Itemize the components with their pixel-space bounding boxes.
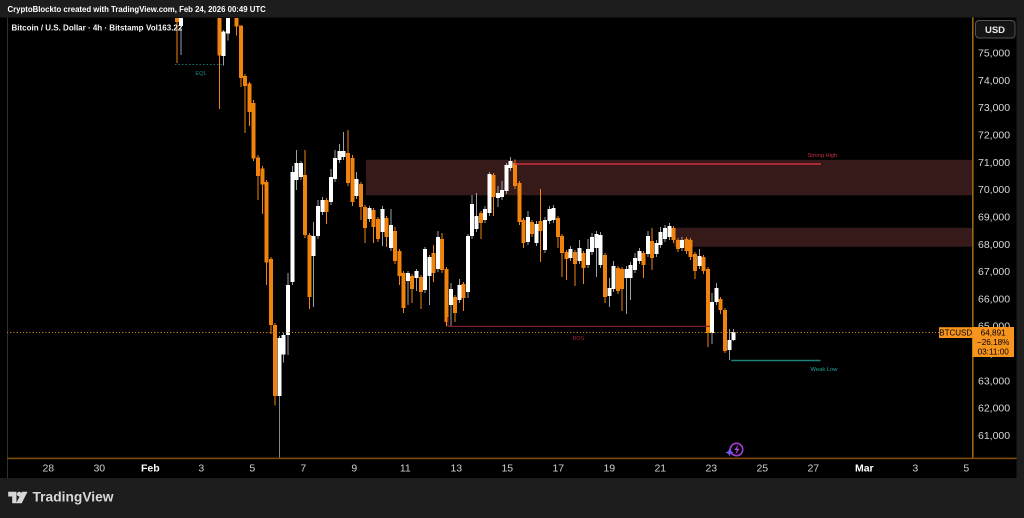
svg-text:61,000: 61,000 bbox=[978, 430, 1010, 442]
svg-text:19: 19 bbox=[603, 463, 615, 475]
svg-text:11: 11 bbox=[400, 463, 411, 475]
svg-text:69,000: 69,000 bbox=[978, 212, 1010, 224]
svg-text:TradingView: TradingView bbox=[33, 490, 114, 505]
svg-text:CryptoBlockto created with Tra: CryptoBlockto created with TradingView.c… bbox=[8, 5, 267, 14]
svg-text:67,000: 67,000 bbox=[978, 266, 1010, 278]
svg-text:Strong High: Strong High bbox=[808, 153, 838, 159]
svg-text:25: 25 bbox=[756, 463, 768, 475]
svg-text:21: 21 bbox=[654, 463, 666, 475]
svg-text:27: 27 bbox=[807, 463, 819, 475]
svg-text:71,000: 71,000 bbox=[978, 157, 1010, 169]
svg-text:64,891: 64,891 bbox=[981, 328, 1006, 337]
svg-text:03:11:00: 03:11:00 bbox=[978, 347, 1010, 356]
svg-text:13: 13 bbox=[450, 463, 462, 475]
svg-text:Bitcoin / U.S. Dollar · 4h · B: Bitcoin / U.S. Dollar · 4h · Bitstamp bbox=[12, 23, 144, 32]
svg-text:EQL: EQL bbox=[195, 71, 206, 77]
svg-text:73,000: 73,000 bbox=[978, 102, 1010, 114]
svg-text:70,000: 70,000 bbox=[978, 184, 1010, 196]
svg-text:3: 3 bbox=[198, 463, 204, 475]
svg-text:9: 9 bbox=[351, 463, 357, 475]
svg-text:−26.18%: −26.18% bbox=[977, 338, 1010, 347]
svg-text:30: 30 bbox=[93, 463, 105, 475]
svg-text:BOS: BOS bbox=[573, 336, 585, 342]
svg-text:62,000: 62,000 bbox=[978, 403, 1010, 415]
svg-text:68,000: 68,000 bbox=[978, 239, 1010, 251]
svg-text:5: 5 bbox=[963, 463, 969, 475]
svg-text:USD: USD bbox=[985, 25, 1005, 36]
svg-text:Weak Low: Weak Low bbox=[811, 367, 839, 373]
svg-text:75,000: 75,000 bbox=[978, 48, 1010, 60]
svg-text:28: 28 bbox=[42, 463, 54, 475]
svg-text:5: 5 bbox=[249, 463, 255, 475]
svg-text:Feb: Feb bbox=[141, 463, 160, 475]
svg-text:Vol163.22: Vol163.22 bbox=[146, 23, 183, 32]
svg-text:17: 17 bbox=[552, 463, 564, 475]
svg-text:72,000: 72,000 bbox=[978, 130, 1010, 142]
svg-text:23: 23 bbox=[705, 463, 717, 475]
svg-text:63,000: 63,000 bbox=[978, 375, 1010, 387]
svg-text:BTCUSD: BTCUSD bbox=[939, 328, 972, 337]
svg-text:74,000: 74,000 bbox=[978, 75, 1010, 87]
svg-text:3: 3 bbox=[912, 463, 918, 475]
svg-text:7: 7 bbox=[300, 463, 306, 475]
svg-text:Mar: Mar bbox=[855, 463, 874, 475]
svg-text:15: 15 bbox=[501, 463, 513, 475]
svg-text:66,000: 66,000 bbox=[978, 293, 1010, 305]
